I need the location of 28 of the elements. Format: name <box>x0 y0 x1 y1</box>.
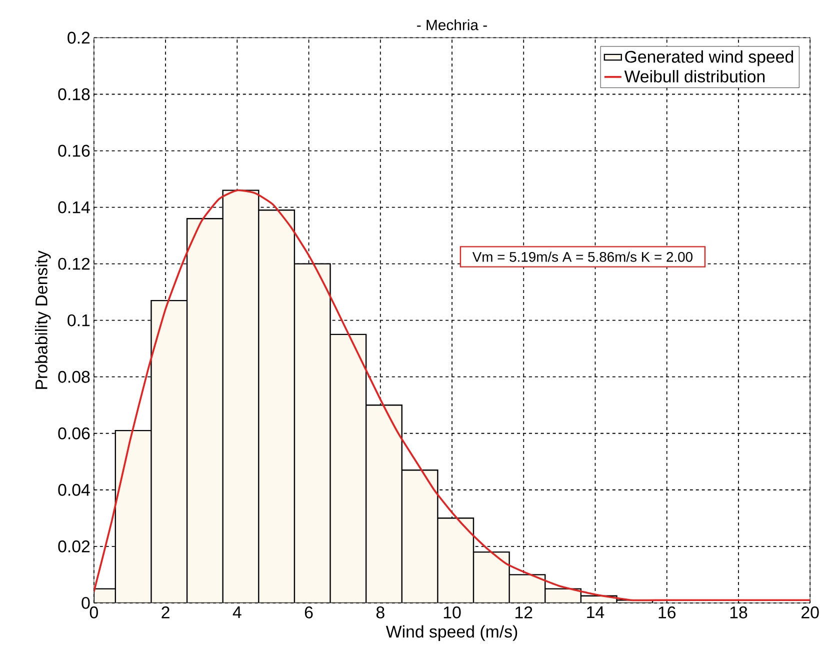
y-tick-label: 0.02 <box>58 540 90 552</box>
legend-label: Weibull distribution <box>624 70 765 82</box>
x-tick-label: 20 <box>802 606 819 618</box>
x-tick-label: 0 <box>90 606 98 618</box>
y-tick-label: 0.2 <box>68 32 90 44</box>
y-axis-title: Probability Density <box>35 250 51 389</box>
x-tick-label: 16 <box>658 606 676 618</box>
y-tick-label: 0.16 <box>58 144 90 157</box>
chart-title: - Mechria - <box>417 19 487 30</box>
y-tick-label: 0.04 <box>58 484 90 496</box>
y-tick-label: 0 <box>82 596 90 609</box>
y-tick-label: 0.1 <box>68 314 90 326</box>
x-tick-label: 12 <box>516 606 532 618</box>
x-tick-label: 2 <box>162 606 170 618</box>
annotation: Vm = 5.19m/s A = 5.86m/s K = 2.00 <box>472 251 692 262</box>
x-tick-label: 8 <box>376 606 384 618</box>
legend-label: Generated wind speed <box>625 50 794 66</box>
y-tick-label: 0.06 <box>58 427 90 440</box>
x-axis-title: Wind speed (m/s) <box>386 624 518 641</box>
x-tick-label: 4 <box>232 606 242 618</box>
y-tick-label: 0.18 <box>58 88 90 100</box>
y-tick-label: 0.12 <box>58 258 90 270</box>
x-tick-label: 6 <box>304 606 313 618</box>
x-tick-label: 14 <box>587 606 604 618</box>
y-tick-label: 0.14 <box>58 201 90 214</box>
y-tick-label: 0.08 <box>58 370 90 383</box>
x-tick-label: 18 <box>730 606 748 618</box>
x-tick-label: 10 <box>444 606 461 618</box>
